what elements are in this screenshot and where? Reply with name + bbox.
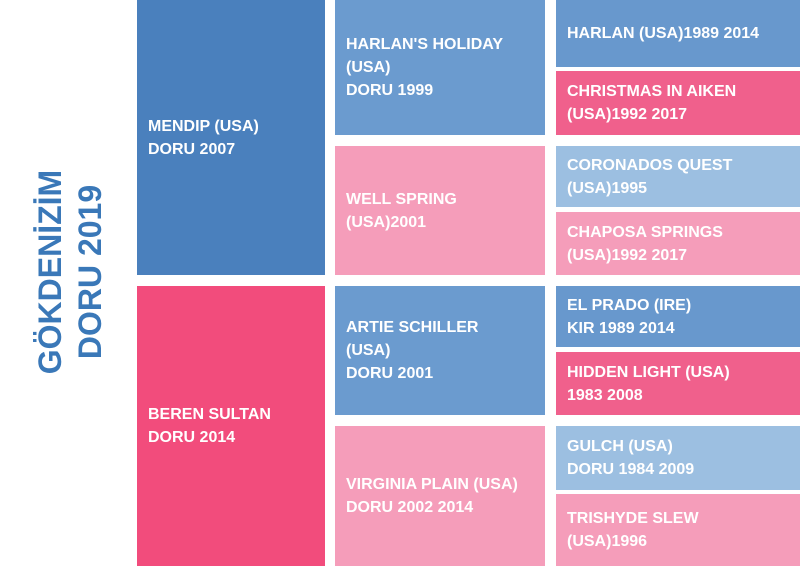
horse-name: CORONADOS QUEST [567,156,733,174]
horse-box: HARLAN (USA)1989 2014 [556,0,800,67]
horse-name: DORU 1999 [346,82,434,99]
horse-name: MENDIP (USA) [148,117,259,135]
horse-name: (USA)1992 2017 [567,246,688,264]
horse-name: 1983 2008 [567,386,643,404]
horse-box: VIRGINIA PLAIN (USA) DORU 2002 2014 [335,426,545,566]
subject-line: DORU 2019 [72,184,108,360]
horse-box: HARLAN'S HOLIDAY (USA) DORU 1999 [335,0,545,135]
horse-box: GULCH (USA) DORU 1984 2009 [556,426,800,490]
horse-box: ARTIE SCHILLER (USA) DORU 2001 [335,286,545,415]
horse-name: CHRISTMAS IN AIKEN [567,83,737,100]
horse-box: TRISHYDE SLEW (USA)1996 [556,494,800,566]
horse-name: (USA)1995 [567,179,648,197]
horse-name: ARTIE SCHILLER [346,319,479,336]
horse-name: (USA) [346,59,391,76]
horse-name: CHAPOSA SPRINGS [567,223,723,241]
horse-name: HARLAN'S HOLIDAY [346,36,503,53]
subject: GÖKDENİZİM DORU 2019 [30,170,110,374]
horse-name: DORU 2001 [346,365,434,382]
horse-name: GULCH (USA) [567,438,673,455]
horse-box: BEREN SULTAN DORU 2014 [137,286,325,566]
horse-box: MENDIP (USA) DORU 2007 [137,0,325,275]
horse-box: HIDDEN LIGHT (USA) 1983 2008 [556,352,800,415]
horse-name: DORU 1984 2009 [567,461,695,478]
horse-name: (USA)1992 2017 [567,106,688,123]
horse-box: CHRISTMAS IN AIKEN (USA)1992 2017 [556,71,800,135]
horse-box: CORONADOS QUEST (USA)1995 [556,146,800,207]
horse-name: VIRGINIA PLAIN (USA) [346,476,518,493]
subject-line: GÖKDENİZİM [32,169,68,375]
horse-name: DORU 2002 2014 [346,499,474,516]
horse-name: HIDDEN LIGHT (USA) [567,363,730,381]
horse-name: (USA) [346,342,391,359]
horse-name: DORU 2007 [148,140,236,158]
horse-box: EL PRADO (IRE) KIR 1989 2014 [556,286,800,347]
horse-box: CHAPOSA SPRINGS (USA)1992 2017 [556,212,800,275]
horse-name: DORU 2014 [148,429,236,446]
horse-name: TRISHYDE SLEW [567,510,699,527]
horse-name: KIR 1989 2014 [567,319,675,337]
horse-name: BEREN SULTAN [148,406,271,423]
horse-name: HARLAN (USA)1989 2014 [567,25,760,42]
horse-name: (USA)1996 [567,533,648,550]
horse-name: (USA)2001 [346,213,427,231]
horse-name: WELL SPRING [346,190,457,208]
horse-box: WELL SPRING (USA)2001 [335,146,545,275]
horse-name: EL PRADO (IRE) [567,296,692,314]
